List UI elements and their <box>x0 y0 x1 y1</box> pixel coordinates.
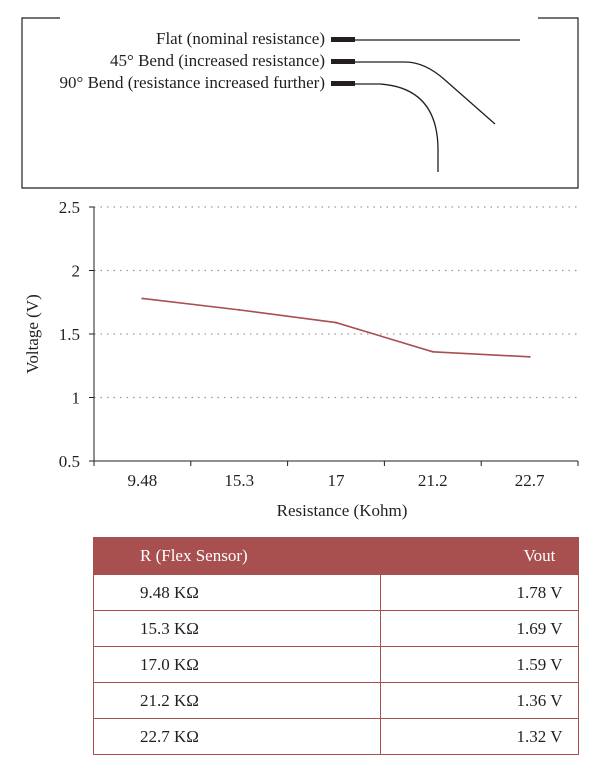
sensor-connector-flat <box>331 37 355 42</box>
table-row: 17.0 KΩ 1.59 V <box>93 646 579 683</box>
data-point <box>335 321 337 324</box>
table-row: 21.2 KΩ 1.36 V <box>93 682 579 719</box>
x-tick-label: 21.2 <box>418 471 448 490</box>
table-cell-resistance: 9.48 KΩ <box>93 574 381 611</box>
table-row: 22.7 KΩ 1.32 V <box>93 718 579 755</box>
resistance-voltage-table: R (Flex Sensor) Vout 9.48 KΩ 1.78 V 15.3… <box>93 537 579 755</box>
diagram-frame <box>21 17 579 189</box>
column-header-vout: Vout <box>380 537 579 575</box>
data-points <box>141 297 531 358</box>
y-ticks: 2.5 2 1.5 1 0.5 <box>59 198 94 471</box>
table-header-row: R (Flex Sensor) Vout <box>93 537 579 575</box>
sensor-90-strip <box>355 83 439 172</box>
table-cell-resistance: 21.2 KΩ <box>93 682 381 719</box>
y-tick-label: 1.5 <box>59 325 80 344</box>
column-header-resistance: R (Flex Sensor) <box>93 537 381 575</box>
table-cell-resistance: 17.0 KΩ <box>93 646 381 683</box>
sensor-connector-45 <box>331 59 355 64</box>
grid-lines <box>94 206 578 399</box>
table-cell-resistance: 15.3 KΩ <box>93 610 381 647</box>
flex-sensor-diagram: Flat (nominal resistance) 45° Bend (incr… <box>21 17 579 189</box>
data-point <box>238 308 241 311</box>
table-cell-vout: 1.69 V <box>380 610 579 647</box>
x-tick-label: 9.48 <box>128 471 158 490</box>
table-cell-vout: 1.78 V <box>380 574 579 611</box>
y-tick-label: 1 <box>72 389 81 408</box>
table-cell-resistance: 22.7 KΩ <box>93 718 381 755</box>
label-45-bend: 45° Bend (increased resistance) <box>110 51 325 70</box>
label-flat: Flat (nominal resistance) <box>156 29 325 48</box>
x-tick-label: 22.7 <box>515 471 545 490</box>
y-tick-label: 2.5 <box>59 198 80 217</box>
sensor-45-strip <box>355 61 496 125</box>
table-row: 9.48 KΩ 1.78 V <box>93 574 579 611</box>
y-tick-label: 2 <box>72 262 81 281</box>
x-axis-title: Resistance (Kohm) <box>277 501 408 520</box>
x-tick-label: 15.3 <box>224 471 254 490</box>
table-cell-vout: 1.32 V <box>380 718 579 755</box>
x-tick-label: 17 <box>328 471 346 490</box>
data-point <box>431 350 434 353</box>
data-point <box>141 297 144 300</box>
voltage-resistance-chart: 2.5 2 1.5 1 0.5 9.48 15.3 17 21.2 22.7 Resistanc… <box>23 198 579 520</box>
data-point <box>528 355 531 358</box>
y-axis-title: Voltage (V) <box>23 294 42 373</box>
series-line <box>142 297 530 358</box>
table-cell-vout: 1.36 V <box>380 682 579 719</box>
sensor-connector-90 <box>331 81 355 86</box>
label-90-bend: 90° Bend (resistance increased further) <box>60 73 325 92</box>
table-row: 15.3 KΩ 1.69 V <box>93 610 579 647</box>
table-cell-vout: 1.59 V <box>380 646 579 683</box>
x-ticks: 9.48 15.3 17 21.2 22.7 <box>93 461 579 490</box>
y-tick-label: 0.5 <box>59 452 80 471</box>
